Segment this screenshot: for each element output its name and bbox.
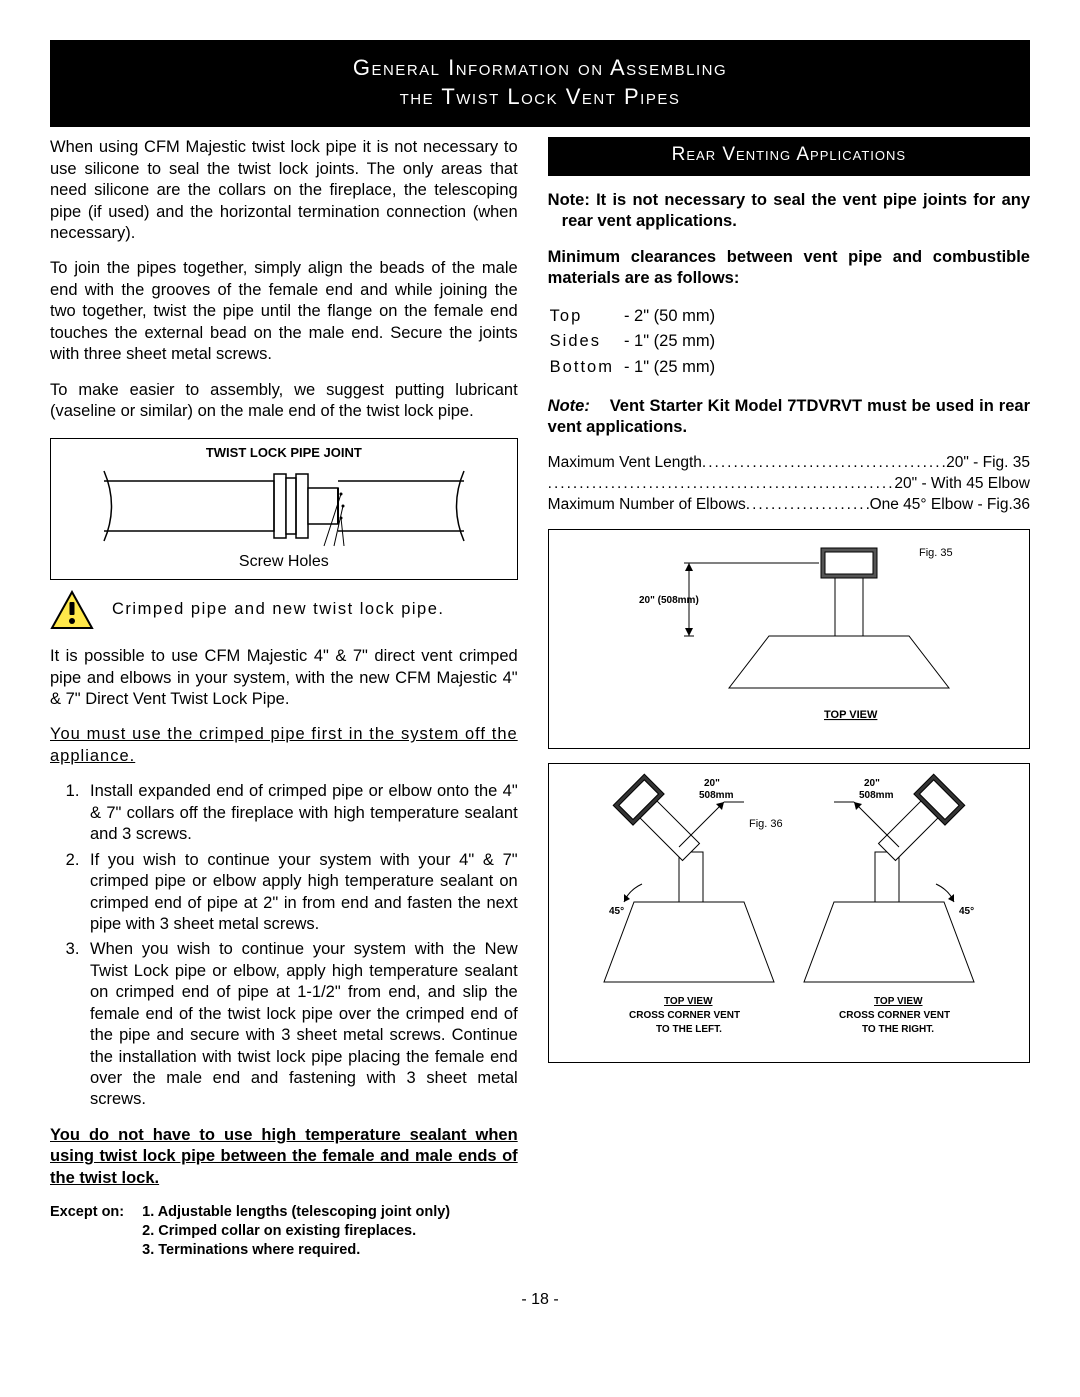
clearance-val: - 1" (25 mm) <box>624 331 723 354</box>
page-number: - 18 - <box>50 1290 1030 1311</box>
step-2: If you wish to continue your system with… <box>84 850 518 936</box>
pipe-joint-svg <box>94 466 474 556</box>
rear-venting-title: Rear Venting Applications <box>548 137 1030 176</box>
title-line-1: General Information on Assembling <box>353 55 727 80</box>
svg-text:20": 20" <box>864 778 880 789</box>
para-join: To join the pipes together, simply align… <box>50 258 518 365</box>
spec-row: 20" - With 45 Elbow <box>548 474 1030 494</box>
step-1: Install expanded end of crimped pipe or … <box>84 781 518 845</box>
clearance-val: - 1" (25 mm) <box>624 357 723 380</box>
para-compat: It is possible to use CFM Majestic 4" & … <box>50 646 518 710</box>
spec-value: One 45° Elbow - Fig.36 <box>870 495 1030 515</box>
twist-lock-diagram: TWIST LOCK PIPE JOINT <box>50 438 518 580</box>
svg-text:Fig. 35: Fig. 35 <box>919 547 953 559</box>
rear-note-1: Note: It is not necessary to seal the ve… <box>548 190 1030 233</box>
right-column: Rear Venting Applications Note: It is no… <box>548 137 1030 1260</box>
svg-text:20" (508mm): 20" (508mm) <box>639 595 699 606</box>
spec-label: Maximum Number of Elbows <box>548 495 746 515</box>
clearance-key: Top <box>550 306 622 329</box>
svg-text:45°: 45° <box>959 906 974 917</box>
note-prefix: Note: <box>548 397 590 415</box>
svg-text:TOP VIEW: TOP VIEW <box>824 709 878 721</box>
step-3: When you wish to continue your system wi… <box>84 939 518 1111</box>
title-line-2: the Twist Lock Vent Pipes <box>400 84 681 109</box>
diagram-title: TWIST LOCK PIPE JOINT <box>206 445 362 460</box>
spec-row: Maximum Vent Length 20" - Fig. 35 <box>548 453 1030 473</box>
fig35-svg: Fig. 35 20" (508mm) TOP VIEW <box>609 538 969 733</box>
starter-kit-note: Note: Vent Starter Kit Model 7TDVRVT mus… <box>548 396 1030 439</box>
svg-text:TO THE RIGHT.: TO THE RIGHT. <box>862 1024 934 1035</box>
note-body: Vent Starter Kit Model 7TDVRVT must be u… <box>548 397 1030 436</box>
exceptions-label: Except on: <box>50 1203 124 1260</box>
figure-35: Fig. 35 20" (508mm) TOP VIEW <box>548 529 1030 749</box>
spec-value: 20" - Fig. 35 <box>946 453 1030 473</box>
exception-1: 1. Adjustable lengths (telescoping joint… <box>142 1203 450 1222</box>
clearance-val: - 2" (50 mm) <box>624 306 723 329</box>
page-title: General Information on Assembling the Tw… <box>50 40 1030 127</box>
install-steps: Install expanded end of crimped pipe or … <box>50 781 518 1111</box>
table-row: Bottom- 1" (25 mm) <box>550 357 723 380</box>
svg-text:TOP VIEW: TOP VIEW <box>664 996 713 1007</box>
spec-row: Maximum Number of Elbows One 45° Elbow -… <box>548 495 1030 515</box>
spec-label: Maximum Vent Length <box>548 453 702 473</box>
warning-icon <box>50 590 94 630</box>
diagram-label: Screw Holes <box>57 552 511 573</box>
para-lubricant: To make easier to assembly, we suggest p… <box>50 380 518 423</box>
svg-text:TOP VIEW: TOP VIEW <box>874 996 923 1007</box>
spec-value: 20" - With 45 Elbow <box>894 474 1030 494</box>
left-column: When using CFM Majestic twist lock pipe … <box>50 137 518 1260</box>
figure-36: 20" 508mm 20" 508mm Fig. 36 <box>548 763 1030 1063</box>
table-row: Top- 2" (50 mm) <box>550 306 723 329</box>
warning-text: Crimped pipe and new twist lock pipe. <box>112 599 518 620</box>
svg-text:45°: 45° <box>609 906 624 917</box>
exceptions-block: Except on: 1. Adjustable lengths (telesc… <box>50 1203 518 1260</box>
exception-3: 3. Terminations where required. <box>142 1241 450 1260</box>
spec-list: Maximum Vent Length 20" - Fig. 35 20" - … <box>548 453 1030 515</box>
rear-note-2: Minimum clearances between vent pipe and… <box>548 247 1030 290</box>
para-crimped-first: You must use the crimped pipe first in t… <box>50 724 518 767</box>
spec-dots <box>548 474 895 494</box>
exception-2: 2. Crimped collar on existing fireplaces… <box>142 1222 450 1241</box>
clearance-key: Sides <box>550 331 622 354</box>
clearance-key: Bottom <box>550 357 622 380</box>
spec-dots <box>702 453 946 473</box>
fig36-svg: 20" 508mm 20" 508mm Fig. 36 <box>574 772 1004 1052</box>
svg-text:CROSS CORNER VENT: CROSS CORNER VENT <box>839 1010 950 1021</box>
warning-row: Crimped pipe and new twist lock pipe. <box>50 590 518 630</box>
svg-text:CROSS CORNER VENT: CROSS CORNER VENT <box>629 1010 740 1021</box>
no-sealant-note: You do not have to use high temperature … <box>50 1125 518 1189</box>
svg-text:508mm: 508mm <box>859 790 894 801</box>
clearance-table: Top- 2" (50 mm) Sides- 1" (25 mm) Bottom… <box>548 304 725 382</box>
svg-text:508mm: 508mm <box>699 790 734 801</box>
para-intro: When using CFM Majestic twist lock pipe … <box>50 137 518 244</box>
spec-dots <box>746 495 870 515</box>
svg-text:20": 20" <box>704 778 720 789</box>
svg-text:Fig. 36: Fig. 36 <box>749 818 783 830</box>
table-row: Sides- 1" (25 mm) <box>550 331 723 354</box>
svg-text:TO THE LEFT.: TO THE LEFT. <box>656 1024 722 1035</box>
